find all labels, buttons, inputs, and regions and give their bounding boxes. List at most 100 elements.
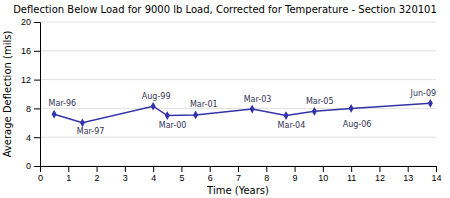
tick-label: 3 xyxy=(123,173,128,183)
tick-mark xyxy=(181,166,182,172)
tick: 1 xyxy=(66,166,71,183)
tick-mark xyxy=(34,80,40,81)
plot: 01234567891011121314048121620Mar-96Mar-9… xyxy=(21,17,442,183)
marker xyxy=(250,105,255,114)
annotations: Mar-96 Mar-97 Aug-99 Mar-00 Mar-01 Mar-03 Mar-… xyxy=(48,89,436,136)
marker xyxy=(284,111,289,120)
tick: 7 xyxy=(236,166,241,183)
tick-label: 9 xyxy=(293,173,298,183)
tick-label: 10 xyxy=(318,173,328,183)
annotation: Mar-97 xyxy=(77,127,105,136)
tick-mark xyxy=(295,166,296,172)
tick: 6 xyxy=(208,166,213,183)
annotation: Mar-96 xyxy=(48,99,76,108)
tick-mark xyxy=(436,166,437,172)
tick-mark xyxy=(68,166,69,172)
tick-label: 6 xyxy=(208,173,213,183)
tick-mark xyxy=(210,166,211,172)
tick: 13 xyxy=(403,166,413,183)
tick-mark xyxy=(34,108,40,109)
marker xyxy=(428,99,433,108)
x-axis: 01234567891011121314 xyxy=(38,166,442,183)
tick-label: 0 xyxy=(26,161,31,171)
tick: 8 xyxy=(264,166,269,183)
marker xyxy=(80,118,85,127)
tick: 4 xyxy=(151,166,156,183)
tick-mark xyxy=(34,137,40,138)
tick: 10 xyxy=(318,166,328,183)
grid-line xyxy=(40,50,436,51)
tick-mark xyxy=(266,166,267,172)
annotation: Mar-00 xyxy=(159,121,187,130)
y-axis: 0 4 8 12 16 20 xyxy=(21,17,41,171)
tick-label: 4 xyxy=(26,133,31,143)
tick-label: 4 xyxy=(151,173,156,183)
tick-mark xyxy=(97,166,98,172)
tick: 0 xyxy=(38,166,43,183)
tick-label: 1 xyxy=(66,173,71,183)
tick: 11 xyxy=(347,166,356,183)
tick-mark xyxy=(238,166,239,172)
tick: 8 xyxy=(26,104,40,114)
tick: 12 xyxy=(375,166,385,183)
tick-mark xyxy=(34,166,40,167)
tick: 0 xyxy=(26,161,40,171)
axis-line xyxy=(41,167,437,173)
marker xyxy=(165,111,170,120)
tick-mark xyxy=(408,166,409,172)
marker xyxy=(193,111,198,120)
grid xyxy=(40,22,436,166)
tick-label: 14 xyxy=(431,173,441,183)
tick-mark xyxy=(125,166,126,172)
tick: 9 xyxy=(293,166,298,183)
line xyxy=(54,103,430,122)
tick-mark xyxy=(153,166,154,172)
grid-line xyxy=(40,108,436,109)
tick-label: 12 xyxy=(21,75,31,85)
annotation: Mar-03 xyxy=(244,95,272,104)
tick-label: 11 xyxy=(347,173,356,183)
tick: 4 xyxy=(26,133,40,143)
tick: 20 xyxy=(21,17,40,27)
annotation: Mar-04 xyxy=(278,121,306,130)
tick: 12 xyxy=(21,75,40,85)
annotation: Mar-01 xyxy=(190,100,218,109)
chart: 01234567891011121314048121620Mar-96Mar-9… xyxy=(0,0,450,198)
tick: 2 xyxy=(95,166,100,183)
annotation: Mar-05 xyxy=(306,97,334,106)
tick-label: 12 xyxy=(375,173,385,183)
tick: 16 xyxy=(21,46,40,56)
title: Deflection Below Load for 9000 lb Load, … xyxy=(13,4,437,15)
grid-line xyxy=(40,137,436,138)
marks xyxy=(52,99,433,127)
tick-mark xyxy=(323,166,324,172)
tick-mark xyxy=(34,51,40,52)
marker xyxy=(312,107,317,116)
tick: 3 xyxy=(123,166,128,183)
annotation: Jun-09 xyxy=(410,89,437,98)
axis-line xyxy=(34,23,41,167)
marker xyxy=(151,102,156,111)
annotation: Aug-06 xyxy=(343,120,372,129)
tick: 14 xyxy=(431,166,441,183)
grid-line xyxy=(40,79,436,80)
tick-label: 13 xyxy=(403,173,413,183)
tick-mark xyxy=(379,166,380,172)
tick-label: 8 xyxy=(264,173,269,183)
marker xyxy=(349,104,354,113)
tick-mark xyxy=(351,166,352,172)
tick-label: 2 xyxy=(95,173,100,183)
tick-mark xyxy=(34,22,40,23)
tick-label: 8 xyxy=(26,104,31,114)
annotation: Aug-99 xyxy=(142,92,171,101)
tick-label: 20 xyxy=(21,17,31,27)
x-axis-title: Time (Years) xyxy=(206,185,269,196)
tick-label: 0 xyxy=(38,173,43,183)
tick-label: 16 xyxy=(21,46,31,56)
marker xyxy=(52,110,57,119)
tick-label: 5 xyxy=(179,173,184,183)
tick: 5 xyxy=(179,166,184,183)
grid-line xyxy=(40,22,436,23)
y-axis-title: Average Deflection (mils) xyxy=(2,31,13,158)
tick-label: 7 xyxy=(236,173,241,183)
